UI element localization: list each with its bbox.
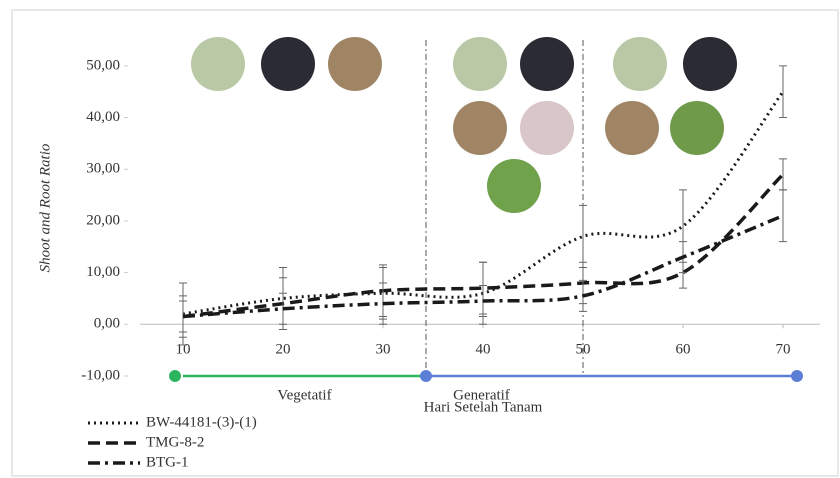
photo [328, 37, 382, 91]
x-tick-label: 60 [676, 342, 691, 358]
x-tick-label: 30 [376, 342, 391, 358]
x-tick-label: 70 [776, 342, 791, 358]
chart: Shoot and Root Ratio Hari Setelah Tanam … [0, 0, 840, 478]
legend-label: TMG-8-2 [146, 434, 204, 450]
y-tick-label: 10,00 [86, 264, 120, 280]
photo [683, 37, 737, 91]
photo [191, 37, 245, 91]
photo [613, 37, 667, 91]
phase-label: Vegetatif [277, 387, 331, 403]
y-axis-title: Shoot and Root Ratio [37, 143, 53, 272]
y-tick-label: 50,00 [86, 57, 120, 73]
y-tick-label: 20,00 [86, 212, 120, 228]
phase-marker [169, 370, 181, 382]
y-tick-label: 40,00 [86, 109, 120, 125]
photo [453, 37, 507, 91]
y-tick-label: 30,00 [86, 161, 120, 177]
legend-label: BTG-1 [146, 454, 189, 470]
legend-label: BW-44181-(3)-(1) [146, 414, 257, 430]
photo [520, 37, 574, 91]
photo [487, 159, 541, 213]
phase-marker [420, 370, 432, 382]
phase-marker [791, 370, 803, 382]
photo [670, 101, 724, 155]
photo [261, 37, 315, 91]
photo [453, 101, 507, 155]
photo [605, 101, 659, 155]
photo [520, 101, 574, 155]
phase-label: Generatif [453, 387, 510, 403]
x-tick-label: 40 [476, 342, 491, 358]
x-tick-label: 20 [276, 342, 291, 358]
y-tick-label: 0,00 [94, 316, 120, 332]
y-tick-label: -10,00 [81, 367, 120, 383]
